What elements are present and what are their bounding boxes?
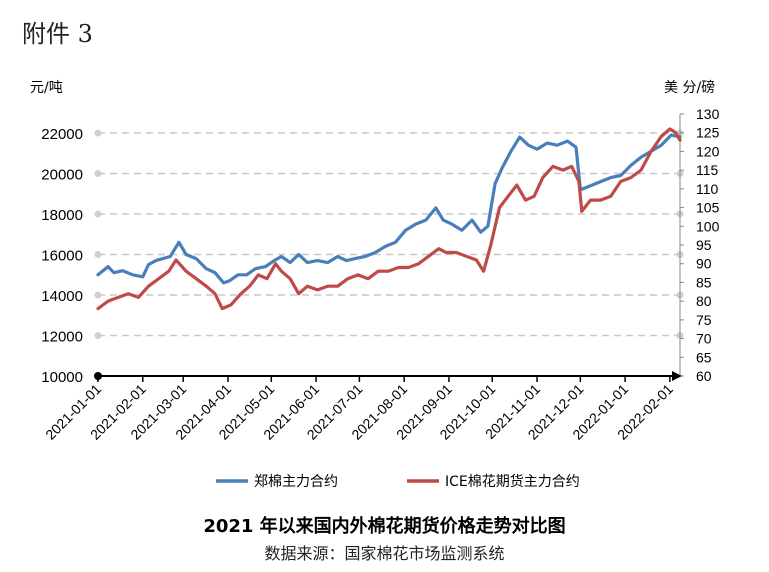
y-right-tick-label: 70 [696,331,712,347]
y-right-tick-label: 110 [696,181,719,197]
y-right-tick-label: 115 [696,162,719,178]
grid-layer [94,129,684,339]
gridline-marker-left [94,332,102,339]
y-right-tick-label: 120 [696,143,720,159]
y-right-tick-label: 125 [696,125,720,141]
y-left-tick-label: 14000 [41,288,83,305]
gridline-marker-left [94,170,102,177]
attachment-label: 附件 3 [22,20,93,48]
y-left-tick-label: 20000 [41,167,83,184]
gridline-marker-left [94,129,102,137]
chart-caption: 2021 年以来国内外棉花期货价格走势对比图 [203,516,566,537]
series-layer [96,127,682,311]
gridline-marker-left [94,251,102,258]
legend-item-zce-label: 郑棉主力合约 [254,473,338,490]
series-line-zce [96,133,682,285]
y-left-tick-label: 10000 [41,369,83,386]
data-source-note: 数据来源：国家棉花市场监测系统 [264,544,505,563]
y-right-tick-label: 105 [696,200,720,216]
y-right-tick-label: 85 [696,274,712,290]
gridline-marker-left [94,210,102,218]
y-right-tick-label: 130 [696,106,720,122]
legend-item-ice-label: ICE棉花期货主力合约 [445,473,580,490]
series-line-ice [96,127,682,311]
y-left-tick-label: 16000 [41,248,83,265]
left-axis-unit: 元/吨 [30,80,63,96]
y-left-tick-label: 18000 [41,207,83,224]
y-right-tick-label: 90 [696,256,712,272]
axis-layer [94,113,684,382]
y-left-tick-label: 12000 [41,329,83,346]
y-right-tick-label: 60 [696,368,712,384]
right-axis-unit: 美 分/磅 [664,79,715,96]
y-right-tick-label: 95 [696,237,712,253]
legend: 郑棉主力合约 ICE棉花期货主力合约 [216,473,580,490]
y-left-tick-label: 22000 [41,126,83,143]
y-right-tick-label: 75 [696,312,712,328]
y-right-tick-label: 80 [696,293,712,309]
y-right-tick-label: 65 [696,349,712,365]
x-axis-arrowhead [672,371,682,381]
y-right-tick-label: 100 [696,218,720,234]
gridline-marker-left [94,291,102,299]
